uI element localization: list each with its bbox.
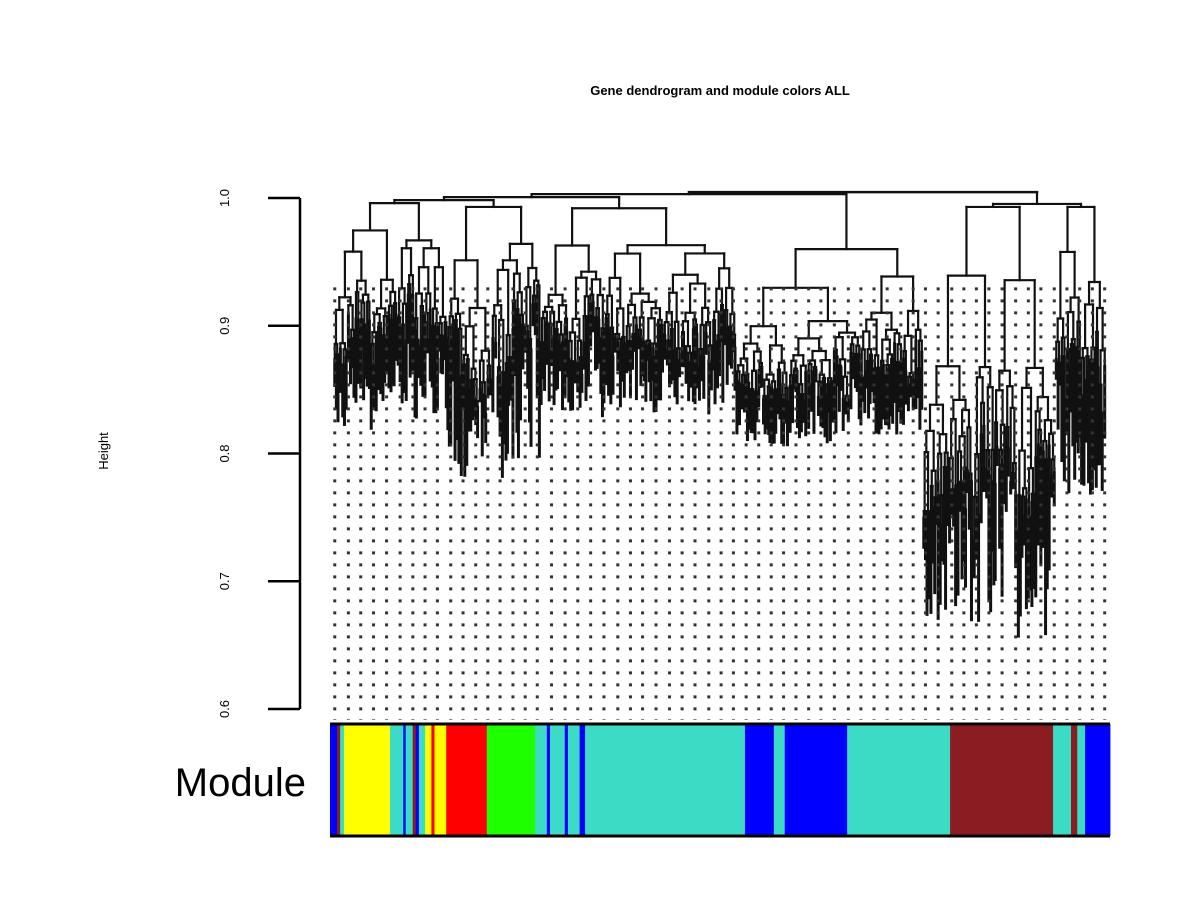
module-segment-yellow	[344, 724, 391, 836]
module-segment-turquoise	[340, 724, 345, 836]
y-tick-label: 0.9	[217, 317, 232, 335]
module-segment-turquoise	[585, 724, 746, 836]
y-tick-label: 0.6	[217, 700, 232, 718]
module-segment-blue	[744, 724, 775, 836]
module-segment-blue	[403, 724, 407, 836]
y-axis: 0.6 0.7 0.8 0.9 1.0	[217, 189, 302, 718]
module-segment-blue	[564, 724, 569, 836]
module-segment-brown	[950, 724, 1054, 836]
module-segment-turquoise	[418, 724, 426, 836]
module-segment-blue	[546, 724, 551, 836]
module-segment-red	[431, 724, 435, 836]
module-segment-turquoise	[1077, 724, 1086, 836]
module-segment-turquoise	[535, 724, 548, 836]
module-segment-brown	[1071, 724, 1078, 836]
module-segment-turquoise	[405, 724, 414, 836]
module-segment-yellow	[425, 724, 432, 836]
y-tick-label: 0.8	[217, 444, 232, 462]
module-segment-blue	[415, 724, 420, 836]
module-segment-yellow	[434, 724, 447, 836]
module-segment-turquoise	[549, 724, 566, 836]
module-segment-blue	[579, 724, 586, 836]
y-tick-label: 0.7	[217, 572, 232, 590]
module-segment-turquoise	[847, 724, 951, 836]
y-tick-label: 1.0	[217, 189, 232, 207]
y-axis-label: Height	[96, 432, 111, 470]
module-segment-turquoise	[1053, 724, 1072, 836]
module-segment-brown	[412, 724, 417, 836]
dendrogram-tree	[333, 190, 1107, 720]
module-segment-turquoise	[773, 724, 786, 836]
module-color-bar	[330, 722, 1111, 838]
module-segment-blue	[1085, 724, 1111, 836]
module-segment-red	[446, 724, 488, 836]
module-segment-blue	[330, 724, 338, 836]
module-segment-turquoise	[567, 724, 580, 836]
module-segment-blue	[784, 724, 848, 836]
module-segment-brown	[337, 724, 341, 836]
module-color-bar-label: Module	[175, 761, 306, 805]
module-segment-green	[486, 724, 536, 836]
module-segment-turquoise	[390, 724, 404, 836]
chart-title: Gene dendrogram and module colors ALL	[590, 83, 850, 98]
